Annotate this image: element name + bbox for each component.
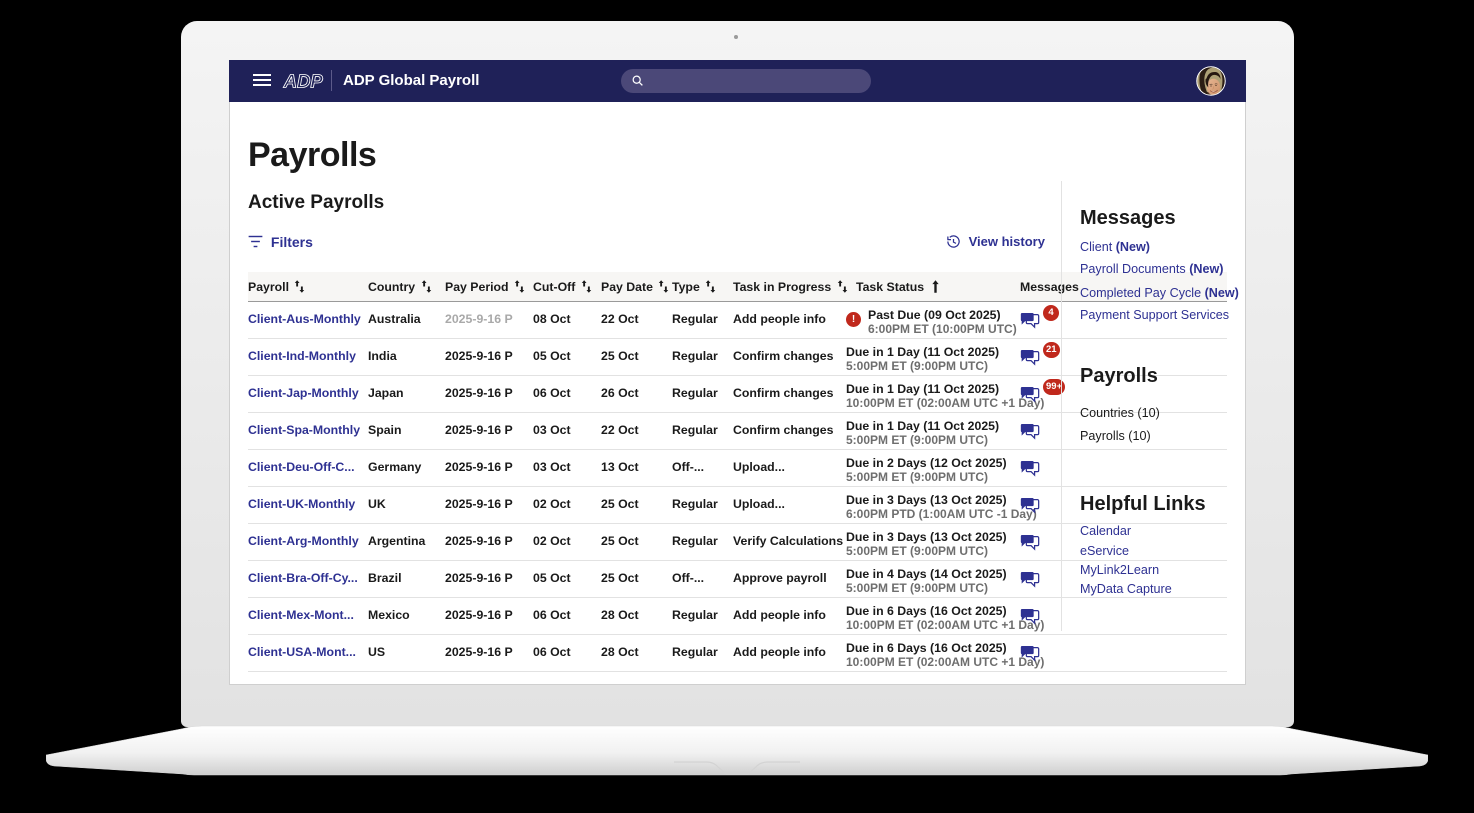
svg-text:ADP: ADP	[283, 71, 324, 92]
